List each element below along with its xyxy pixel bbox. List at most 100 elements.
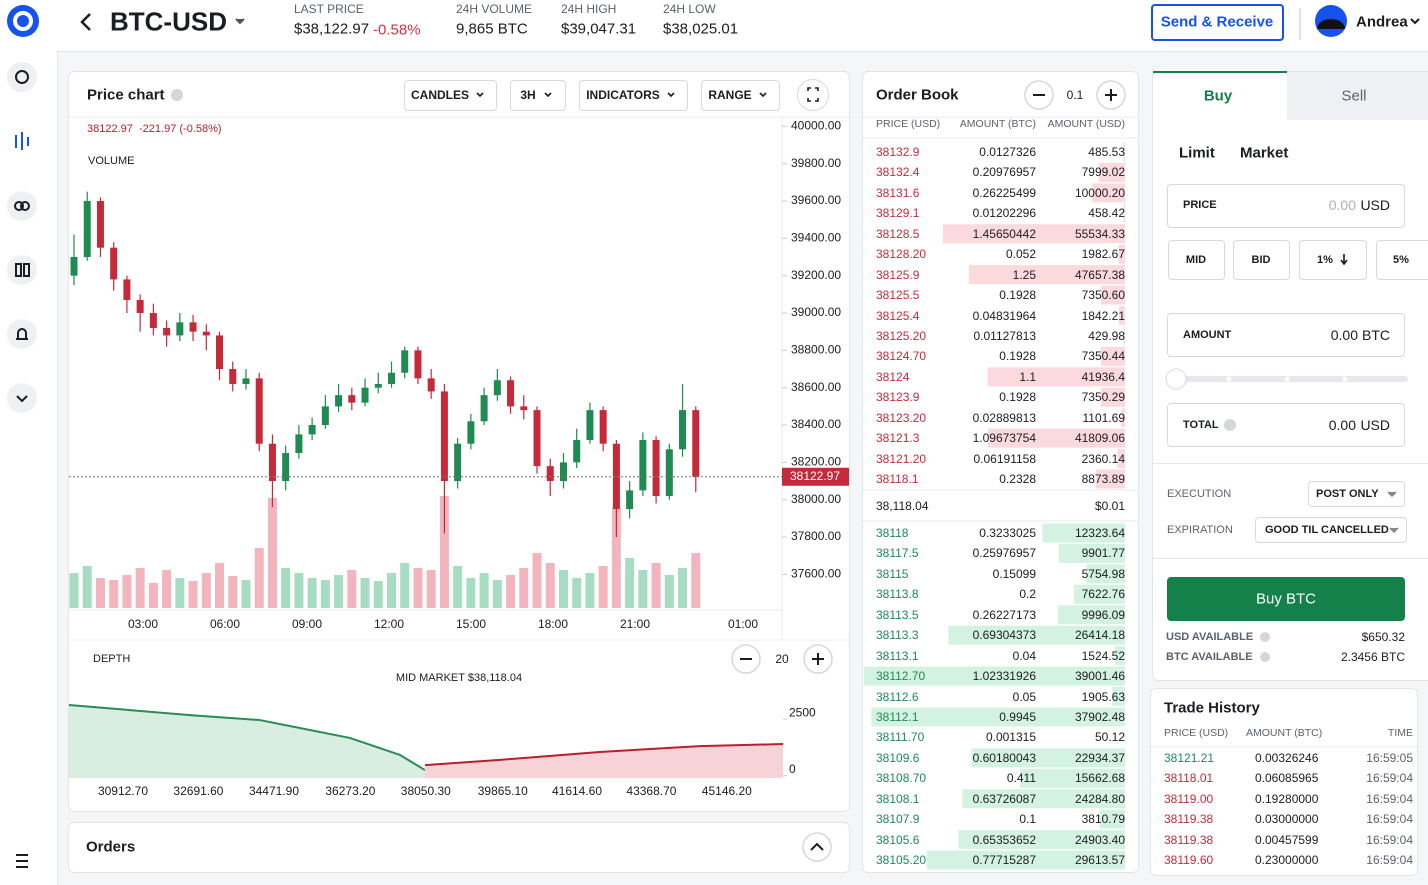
slider[interactable] <box>1165 368 1408 390</box>
ob-total: 24903.40 <box>1074 832 1125 847</box>
volume-bar <box>506 575 516 608</box>
control-label[interactable]: CANDLES <box>410 88 470 102</box>
send-receive-label[interactable]: Send & Receive <box>1160 13 1274 31</box>
candle-body <box>599 410 607 444</box>
depth-y-label: 0 <box>789 762 796 776</box>
candle-body <box>626 490 634 510</box>
mid-button[interactable] <box>1168 240 1225 280</box>
buy-button[interactable] <box>1167 577 1405 621</box>
ob-price: 38117.5 <box>876 546 919 561</box>
depth-bar <box>1095 469 1125 489</box>
quick-button-label[interactable]: MID <box>1185 254 1207 266</box>
control-label[interactable]: INDICATORS <box>586 88 660 102</box>
ob-total: 41936.4 <box>1081 369 1125 384</box>
candle-body <box>507 380 515 407</box>
price-chart-panel <box>68 71 850 812</box>
candle-body <box>110 247 118 280</box>
ob-total: 15662.68 <box>1074 771 1125 786</box>
depth-bar <box>1100 346 1125 366</box>
candle-body <box>559 462 567 482</box>
x-tick-label: 12:00 <box>374 617 404 631</box>
expiration-select[interactable] <box>1255 517 1407 543</box>
ob-total: 10000.20 <box>1074 185 1125 200</box>
depth-bar <box>1112 687 1125 707</box>
ob-price: 38113.3 <box>876 628 919 643</box>
percent-button[interactable] <box>1299 240 1367 280</box>
amount-input[interactable] <box>1167 313 1405 357</box>
depth-bar <box>1058 605 1125 625</box>
execution-select[interactable] <box>1308 481 1405 507</box>
tab[interactable]: Sell <box>1341 87 1367 105</box>
ob-amount: 0.25976957 <box>972 546 1036 561</box>
spread-price: 38,118.04 <box>876 499 929 513</box>
candle-body <box>202 331 210 336</box>
order-type[interactable]: Market <box>1240 144 1289 162</box>
volume-label: VOLUME <box>88 155 135 167</box>
ob-amount: 0.2 <box>1019 587 1036 602</box>
y-tick-label: 38000.00 <box>791 492 841 506</box>
ob-amount: 1.45650442 <box>972 226 1036 241</box>
x-tick-label: 09:00 <box>292 617 322 631</box>
ob-total: 7999.02 <box>1081 165 1125 180</box>
ob-amount: 0.77715287 <box>972 853 1036 868</box>
ob-price: 38129.1 <box>876 206 920 221</box>
depth-x-label: 36273.20 <box>325 784 375 798</box>
y-tick-label: 38800.00 <box>791 343 841 357</box>
quick-button-label[interactable]: BID <box>1251 254 1271 266</box>
percent-button[interactable] <box>1376 240 1428 280</box>
tab[interactable]: Buy <box>1203 87 1233 105</box>
bid-button[interactable] <box>1233 240 1290 280</box>
volume-bar <box>241 580 251 608</box>
trade-price: 38118.01 <box>1164 771 1214 786</box>
control-label[interactable]: RANGE <box>708 88 752 102</box>
ob-total: 24284.80 <box>1074 791 1125 806</box>
depth-bar <box>1114 646 1125 666</box>
interval-button[interactable] <box>510 80 566 111</box>
sidebar <box>0 0 58 885</box>
quick-button-label[interactable]: 5% <box>1393 254 1409 266</box>
volume-bar <box>664 575 674 608</box>
buy-button-label[interactable]: Buy BTC <box>1255 590 1317 608</box>
candle-body <box>374 383 382 388</box>
balance-label: BTC AVAILABLE <box>1166 651 1253 663</box>
ob-amount: 0.04831964 <box>972 308 1036 323</box>
volume-bar <box>572 578 582 608</box>
volume-bar <box>558 570 568 608</box>
ob-price: 38118 <box>876 526 909 540</box>
candle-body <box>361 387 369 403</box>
quick-button-label[interactable]: 1% <box>1317 254 1333 266</box>
volume-bar <box>175 578 185 608</box>
ob-amount: 0.20976957 <box>972 165 1036 180</box>
send-receive-button[interactable] <box>1151 4 1284 41</box>
ob-price: 38124 <box>876 369 910 384</box>
ob-amount: 0.9945 <box>999 709 1036 724</box>
y-tick-label: 40000.00 <box>791 119 841 133</box>
volume-bar <box>453 566 463 608</box>
price-change-summary: -221.97 (-0.58%) <box>139 123 222 135</box>
candle-body <box>163 327 171 336</box>
field-unit: USD <box>1360 417 1390 433</box>
total-input[interactable] <box>1167 403 1405 447</box>
ob-amount: 0.63726087 <box>972 791 1036 806</box>
candle-body <box>308 425 316 435</box>
depth-bar <box>1117 449 1125 469</box>
range-button[interactable] <box>701 80 780 111</box>
candle-body <box>149 313 157 328</box>
price-input[interactable] <box>1167 184 1405 228</box>
fullscreen-button[interactable] <box>797 79 829 111</box>
ob-price: 38112.70 <box>876 669 926 684</box>
field-value: 0.00 <box>1328 417 1356 433</box>
ob-amount: 0.1928 <box>999 390 1036 405</box>
separators <box>69 116 1417 748</box>
volume-bar <box>122 575 132 608</box>
depth-bar <box>958 830 1125 850</box>
candle-body <box>229 369 237 384</box>
divider <box>1153 558 1428 559</box>
order-type[interactable]: Limit <box>1179 144 1215 162</box>
trade-amount: 0.19280000 <box>1255 791 1319 806</box>
depth-bar <box>1118 244 1125 264</box>
depth-bar <box>1100 285 1125 305</box>
volume-bar <box>387 573 396 608</box>
control-label[interactable]: 3H <box>520 88 536 102</box>
volume-bar <box>334 575 344 608</box>
